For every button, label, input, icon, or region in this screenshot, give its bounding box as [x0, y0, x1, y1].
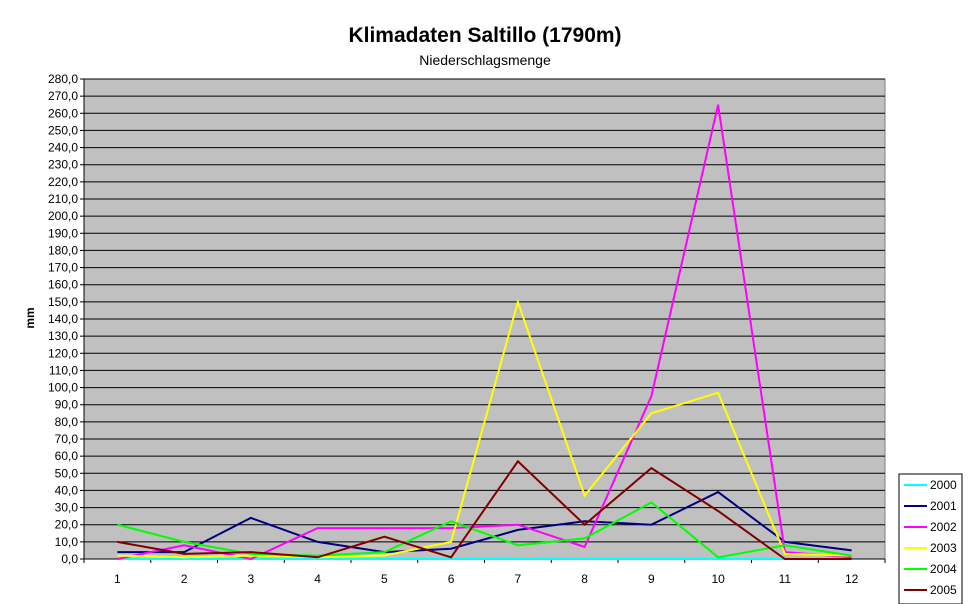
x-tick-label: 4 — [314, 572, 321, 586]
x-tick-label: 1 — [114, 572, 121, 586]
legend-label: 2003 — [930, 541, 957, 555]
series-line-2001 — [117, 490, 852, 554]
x-tick-label: 5 — [381, 572, 388, 586]
x-tick-label: 9 — [648, 572, 655, 586]
y-tick-label: 0,0 — [61, 552, 78, 566]
y-tick-label: 90,0 — [55, 398, 79, 412]
x-tick-label: 2 — [181, 572, 188, 586]
x-tick-label: 12 — [845, 572, 859, 586]
x-tick-label: 3 — [248, 572, 255, 586]
y-tick-label: 80,0 — [55, 415, 79, 429]
y-tick-label: 10,0 — [55, 535, 79, 549]
y-tick-label: 60,0 — [55, 449, 79, 463]
y-tick-label: 130,0 — [48, 329, 78, 343]
y-tick-label: 170,0 — [48, 261, 78, 275]
y-tick-label: 280,0 — [48, 72, 78, 86]
series-line-2005 — [117, 459, 852, 560]
y-tick-label: 200,0 — [48, 209, 78, 223]
y-tick-label: 110,0 — [49, 363, 78, 377]
y-tick-label: 70,0 — [55, 432, 79, 446]
legend-label: 2000 — [930, 478, 957, 492]
x-tick-label: 11 — [779, 572, 792, 586]
y-tick-label: 40,0 — [55, 483, 79, 497]
x-tick-label: 7 — [515, 572, 522, 586]
x-tick-label: 6 — [448, 572, 455, 586]
y-tick-label: 210,0 — [48, 192, 78, 206]
x-tick-label: 10 — [711, 572, 725, 586]
legend-label: 2005 — [930, 583, 957, 597]
y-tick-label: 180,0 — [48, 243, 78, 257]
y-tick-label: 190,0 — [48, 226, 78, 240]
chart-title: Klimadaten Saltillo (1790m) — [348, 24, 622, 47]
y-tick-label: 250,0 — [48, 123, 78, 137]
y-tick-label: 270,0 — [48, 89, 78, 103]
legend-label: 2002 — [930, 520, 957, 534]
y-tick-label: 120,0 — [48, 346, 78, 360]
legend-label: 2001 — [930, 499, 957, 513]
legend — [898, 473, 963, 604]
x-tick-label: 8 — [581, 572, 588, 586]
chart-subtitle: Niederschlagsmenge — [419, 52, 551, 68]
y-tick-label: 220,0 — [48, 175, 78, 189]
y-tick-label: 230,0 — [48, 158, 78, 172]
y-tick-label: 50,0 — [55, 466, 79, 480]
y-tick-label: 260,0 — [48, 106, 78, 120]
y-tick-label: 240,0 — [48, 141, 78, 155]
y-tick-label: 140,0 — [48, 312, 78, 326]
y-tick-label: 160,0 — [48, 278, 78, 292]
y-tick-label: 20,0 — [55, 518, 79, 532]
series-line-2003 — [117, 298, 852, 559]
y-tick-label: 150,0 — [48, 295, 78, 309]
y-tick-label: 30,0 — [55, 501, 79, 515]
y-tick-label: 100,0 — [48, 381, 78, 395]
legend-label: 2004 — [930, 562, 957, 576]
